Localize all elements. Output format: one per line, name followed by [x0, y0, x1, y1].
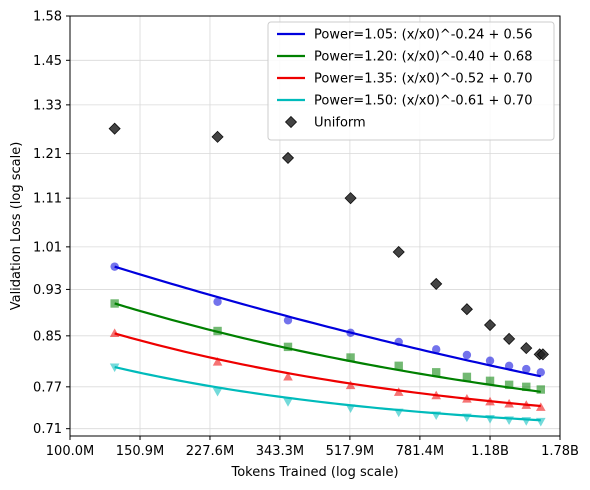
series-2-points — [109, 328, 546, 411]
data-point — [283, 342, 293, 352]
x-tick-label: 227.6M — [186, 444, 234, 459]
plot-frame — [69, 15, 561, 437]
x-tick-label: 781.4M — [396, 444, 444, 459]
y-tick-label: 0.77 — [33, 380, 62, 395]
data-point — [110, 299, 119, 308]
legend-entry: Uniform — [314, 116, 366, 131]
y-tick-label: 1.01 — [33, 240, 62, 255]
data-point — [212, 387, 223, 397]
data-point — [393, 387, 404, 396]
data-point — [504, 380, 514, 390]
fit-curve-1 — [114, 302, 541, 393]
data-point — [109, 363, 120, 373]
data-point — [536, 348, 549, 361]
x-tick-label: 100.0M — [46, 444, 94, 459]
y-tick-label: 0.71 — [33, 422, 62, 437]
legend-entry: Power=1.35: (x/x0)^-0.52 + 0.70 — [314, 72, 532, 87]
legend-entry: Power=1.05: (x/x0)^-0.24 + 0.56 — [314, 28, 532, 43]
legend: Power=1.05: (x/x0)^-0.24 + 0.56 Power=1.2… — [267, 21, 555, 141]
series-1-points — [110, 299, 545, 394]
x-axis-label: Tokens Trained (log scale) — [230, 465, 398, 480]
data-point — [485, 376, 495, 386]
x-tick-label: 1.78B — [541, 444, 579, 459]
data-point — [485, 396, 495, 406]
y-tick-label: 1.58 — [33, 10, 62, 25]
data-point — [108, 122, 121, 135]
y-tick-label: 1.45 — [33, 54, 62, 69]
data-points — [108, 122, 549, 427]
data-point — [281, 151, 295, 164]
data-point — [521, 417, 532, 426]
data-point — [213, 297, 222, 306]
data-point — [462, 394, 472, 403]
data-point — [535, 402, 546, 411]
x-tick-label: 517.9M — [326, 444, 374, 459]
data-point — [430, 277, 443, 290]
series-0-points — [110, 262, 545, 377]
data-point — [394, 337, 403, 347]
data-point — [345, 404, 356, 414]
data-point — [283, 371, 293, 381]
data-point — [432, 368, 441, 377]
x-tick-label: 343.3M — [256, 444, 304, 459]
data-point — [393, 408, 404, 418]
data-point — [522, 382, 531, 392]
legend-marker-swatch — [284, 115, 298, 129]
legend-entry: Power=1.50: (x/x0)^-0.61 + 0.70 — [314, 94, 532, 109]
legend-entry: Power=1.20: (x/x0)^-0.40 + 0.68 — [314, 50, 532, 65]
y-tick-label: 1.33 — [33, 98, 62, 113]
fit-curve-0 — [114, 265, 542, 378]
data-point — [211, 130, 224, 143]
data-point — [462, 350, 472, 360]
data-point — [485, 415, 495, 424]
data-point — [522, 364, 531, 374]
data-point — [212, 356, 223, 366]
x-tick-label: 1.18B — [471, 444, 509, 459]
data-point — [346, 328, 355, 338]
data-point — [345, 380, 356, 390]
series-3-points — [109, 363, 546, 427]
y-axis-label: Validation Loss (log scale) — [9, 142, 24, 311]
axis-ticks: 100.0M 150.9M 227.6M 343.3M 517.9M 781.4M 1.18… — [33, 10, 579, 460]
data-point — [483, 318, 497, 332]
data-point — [485, 356, 495, 365]
data-point — [392, 245, 405, 259]
data-point — [536, 368, 545, 377]
data-point — [283, 398, 293, 407]
data-point — [283, 316, 293, 325]
data-point — [462, 372, 472, 382]
data-point — [394, 361, 403, 371]
data-point — [521, 400, 532, 409]
y-tick-label: 0.85 — [33, 329, 62, 344]
data-point — [536, 385, 545, 394]
data-point — [504, 416, 514, 426]
fit-curve-3 — [114, 366, 541, 422]
series-4-points — [108, 122, 549, 361]
data-point — [460, 303, 473, 316]
data-point — [431, 390, 442, 400]
data-point — [503, 332, 516, 345]
data-point — [346, 353, 355, 362]
data-point — [462, 413, 472, 423]
data-point — [535, 417, 546, 427]
data-point — [344, 192, 357, 205]
x-tick-label: 150.9M — [116, 444, 164, 459]
data-point — [110, 262, 119, 271]
y-tick-label: 0.93 — [33, 283, 62, 298]
y-tick-label: 1.11 — [33, 192, 62, 207]
data-point — [504, 398, 514, 408]
data-point — [504, 361, 514, 371]
data-point — [431, 411, 442, 421]
fit-curve-2 — [114, 332, 541, 408]
y-tick-label: 1.21 — [33, 147, 62, 162]
data-point — [432, 345, 441, 354]
data-point — [213, 326, 222, 336]
data-point — [520, 342, 533, 355]
data-point — [109, 328, 120, 338]
legend-box — [267, 21, 555, 141]
